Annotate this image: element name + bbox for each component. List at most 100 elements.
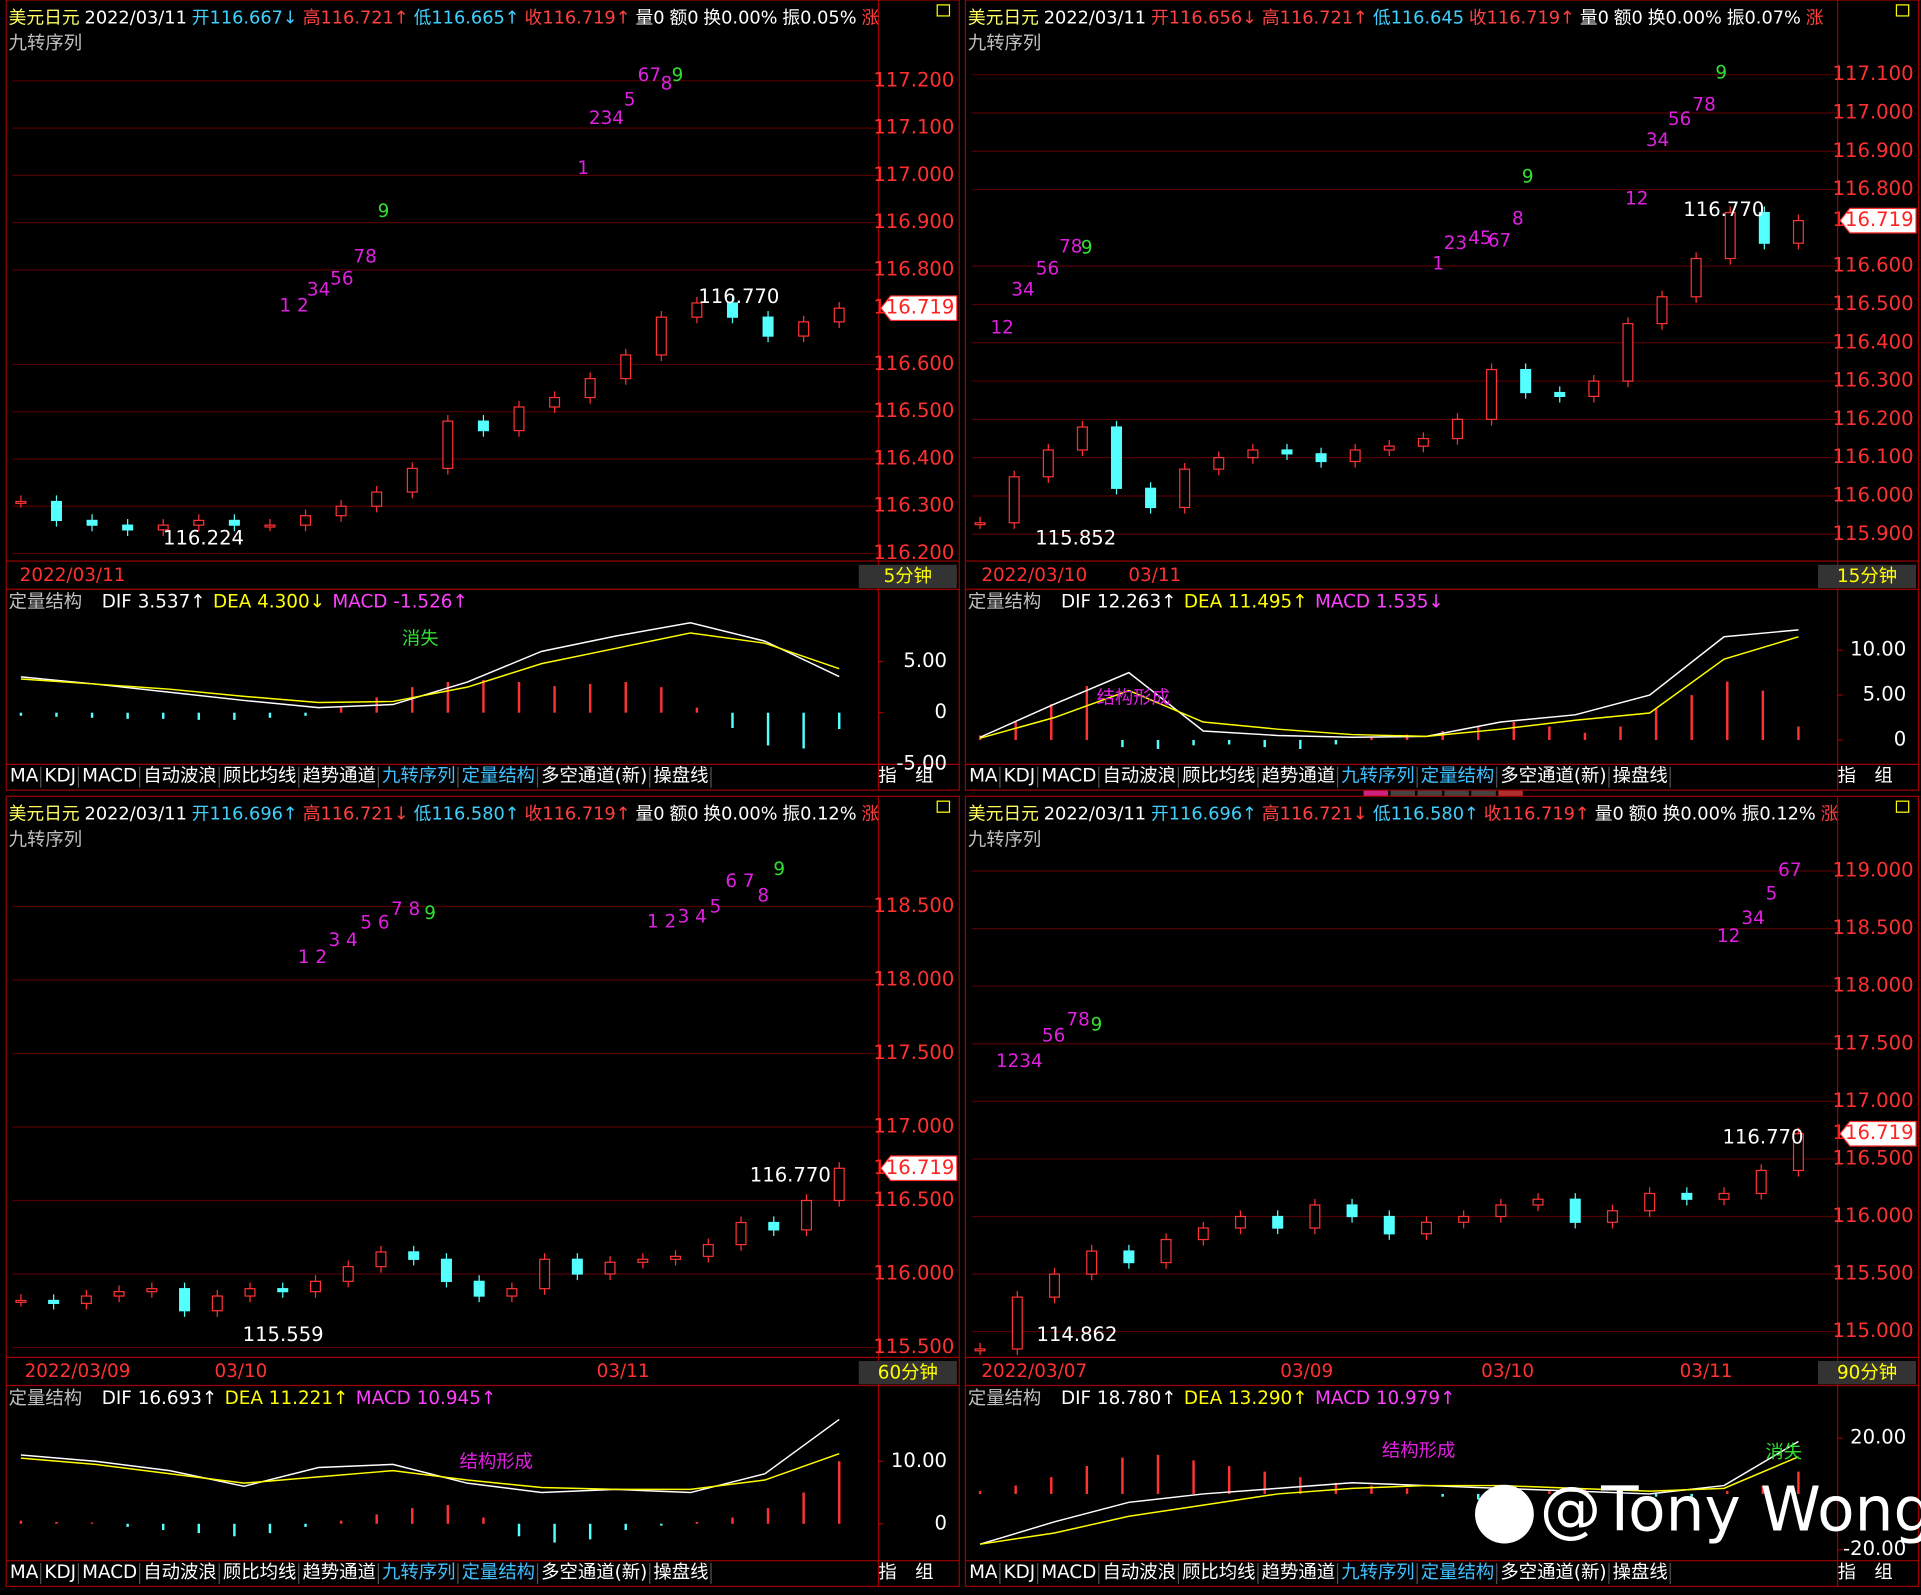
indicator-tab[interactable]: 顾比均线 — [1182, 1562, 1255, 1583]
side-button[interactable]: 组 — [1874, 1562, 1892, 1583]
dif-line — [20, 621, 840, 709]
indicator-tab[interactable]: MA — [10, 766, 39, 787]
candle — [513, 406, 525, 432]
candle — [1758, 211, 1770, 244]
indicator-tab[interactable]: MACD — [82, 766, 137, 787]
candle — [50, 500, 62, 522]
x-date-label: 03/10 — [1481, 1361, 1534, 1382]
side-button[interactable]: 组 — [1874, 766, 1892, 787]
header-field: 振0.12% — [1742, 804, 1816, 825]
indicator-tab[interactable]: 自动波浪 — [143, 766, 216, 787]
indicator-tab[interactable]: 自动波浪 — [1102, 1562, 1175, 1583]
header-field: 额0 — [669, 804, 698, 825]
candle — [1309, 1204, 1321, 1229]
candle — [1755, 1169, 1767, 1195]
period-box — [1818, 1361, 1917, 1385]
td-count: 1 — [577, 158, 589, 179]
side-button[interactable]: 组 — [915, 766, 933, 787]
candle — [1690, 257, 1702, 298]
candle — [440, 1258, 452, 1282]
header-field: 低116.665↑ — [414, 7, 520, 28]
side-button[interactable]: 组 — [915, 1562, 933, 1583]
side-button[interactable]: 指 — [1838, 1562, 1856, 1583]
indicator-name: 九转序列 — [9, 33, 82, 54]
indicator-tab[interactable]: KDJ — [44, 1562, 76, 1583]
td-count: 9 — [424, 903, 436, 924]
indicator-tab[interactable]: MA — [969, 1562, 998, 1583]
header-field: 额0 — [1614, 7, 1643, 28]
dea-line — [20, 632, 840, 704]
y-tick-label: 116.600 — [1833, 254, 1914, 277]
td-count: 67 — [1488, 230, 1511, 251]
indicator-tab[interactable]: 自动波浪 — [143, 1562, 216, 1583]
indicator-tab[interactable]: 多空通道(新) — [1500, 1562, 1606, 1583]
side-button[interactable]: 指 — [878, 1562, 896, 1583]
td-count: 3 4 — [678, 907, 707, 928]
candle — [549, 396, 561, 408]
y-tick-label: 116.500 — [1833, 1146, 1914, 1169]
td-count: 78 — [353, 246, 376, 267]
indicator-tab[interactable]: KDJ — [44, 766, 76, 787]
candle — [1076, 426, 1088, 451]
indicator-tab[interactable]: 定量结构 — [1421, 1562, 1494, 1583]
td-count: 56 — [1042, 1025, 1065, 1046]
candle — [1349, 449, 1361, 463]
indicator-tab[interactable]: MACD — [1041, 1562, 1096, 1583]
y-tick-label: 116.900 — [873, 210, 954, 233]
y-tick-label: 117.000 — [1833, 1089, 1914, 1112]
high-label: 116.770 — [1722, 1126, 1803, 1149]
indicator-tab[interactable]: 操盘线 — [1613, 766, 1668, 787]
indicator-tab[interactable]: 九转序列 — [382, 766, 455, 787]
y-tick-label: 116.800 — [1833, 177, 1914, 200]
indicator-tab[interactable]: 定量结构 — [462, 1562, 535, 1583]
indicator-tab[interactable]: 趋势通道 — [302, 1562, 375, 1583]
header-field: 换0.00% — [703, 7, 777, 28]
panel-border — [5, 795, 960, 1588]
indicator-tab[interactable]: 多空通道(新) — [1500, 766, 1606, 787]
header-field: 高116.721↓ — [1262, 804, 1368, 825]
macd-value: MACD -1.526↑ — [332, 592, 467, 613]
indicator-tab[interactable]: 九转序列 — [1341, 1562, 1414, 1583]
candle — [1417, 437, 1429, 447]
header-field: 2022/03/11 — [1044, 805, 1146, 825]
indicator-tab[interactable]: 操盘线 — [653, 1562, 708, 1583]
indicator-tab[interactable]: 定量结构 — [462, 766, 535, 787]
header-field: 涨 — [861, 804, 879, 825]
side-button[interactable]: 指 — [1838, 766, 1856, 787]
watermark-icon — [1475, 1484, 1534, 1544]
candle — [375, 1251, 387, 1268]
indicator-tab[interactable]: 九转序列 — [382, 1562, 455, 1583]
chart-panel: 美元日元 2022/03/11 开116.656↓ 高116.721↑ 低116.645… — [964, 0, 1920, 791]
candle — [670, 1255, 682, 1260]
indicator-tab[interactable]: KDJ — [1004, 1562, 1036, 1583]
indicator-tab[interactable]: 趋势通道 — [302, 766, 375, 787]
indicator-tab[interactable]: 趋势通道 — [1262, 1562, 1335, 1583]
y-tick-label: 116.300 — [1833, 369, 1914, 392]
y-tick-label: 116.200 — [1833, 407, 1914, 430]
indicator-tab[interactable]: KDJ — [1004, 766, 1036, 787]
indicator-tab[interactable]: MACD — [1041, 766, 1096, 787]
td-count: 3 4 — [328, 930, 357, 951]
td-count: 1 2 — [279, 295, 308, 316]
indicator-tab[interactable]: 操盘线 — [653, 766, 708, 787]
indicator-tab[interactable]: MA — [969, 766, 998, 787]
indicator-tab[interactable]: 顾比均线 — [223, 1562, 296, 1583]
indicator-tab[interactable]: 多空通道(新) — [541, 766, 647, 787]
indicator-tab[interactable]: 九转序列 — [1341, 766, 1414, 787]
indicator-tab[interactable]: 顾比均线 — [1182, 766, 1255, 787]
candle — [637, 1258, 649, 1263]
indicator-tab[interactable]: MA — [10, 1562, 39, 1583]
indicator-tab[interactable]: 趋势通道 — [1262, 766, 1335, 787]
td-count: 78 — [1066, 1009, 1089, 1030]
header-field: 涨 — [1821, 804, 1839, 825]
indicator-tab[interactable]: 顾比均线 — [223, 766, 296, 787]
indicator-tab[interactable]: 定量结构 — [1421, 766, 1494, 787]
indicator-tab[interactable]: 多空通道(新) — [541, 1562, 647, 1583]
candle — [1520, 368, 1532, 394]
candle — [691, 302, 703, 318]
indicator-tab[interactable]: MACD — [82, 1562, 137, 1583]
candle — [1123, 1250, 1135, 1264]
side-button[interactable]: 指 — [878, 766, 896, 787]
indicator-tab[interactable]: 操盘线 — [1613, 1562, 1668, 1583]
indicator-tab[interactable]: 自动波浪 — [1102, 766, 1175, 787]
